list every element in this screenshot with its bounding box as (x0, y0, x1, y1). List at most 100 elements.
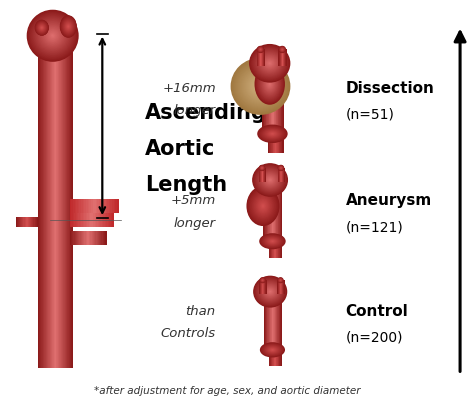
Bar (72, 231, 74, 246)
Ellipse shape (267, 82, 272, 88)
Ellipse shape (64, 21, 73, 34)
Bar (262, 281, 263, 294)
Bar (93, 213, 95, 228)
Bar (90, 213, 92, 228)
Bar (262, 62, 263, 136)
Bar (281, 178, 282, 243)
Ellipse shape (262, 279, 264, 282)
Bar (70, 231, 72, 246)
Ellipse shape (279, 47, 286, 54)
Ellipse shape (267, 132, 277, 138)
Bar (74, 231, 76, 246)
Bar (274, 178, 276, 243)
Text: Controls: Controls (161, 326, 216, 339)
Ellipse shape (255, 82, 265, 92)
Bar (277, 241, 278, 258)
Text: +5mm: +5mm (171, 194, 216, 207)
Bar (89, 199, 91, 214)
Ellipse shape (265, 288, 275, 296)
Ellipse shape (256, 279, 284, 305)
Bar (261, 168, 262, 182)
Bar (258, 51, 259, 67)
Bar (279, 133, 280, 154)
Bar (60, 34, 61, 369)
Ellipse shape (244, 71, 277, 103)
Ellipse shape (38, 22, 67, 51)
Ellipse shape (262, 343, 283, 356)
Bar (260, 281, 261, 294)
Ellipse shape (49, 33, 56, 41)
Bar (265, 281, 266, 294)
Ellipse shape (259, 166, 264, 171)
Ellipse shape (245, 72, 276, 102)
Bar (274, 178, 275, 243)
Bar (271, 241, 272, 258)
Ellipse shape (261, 73, 279, 97)
Ellipse shape (267, 347, 277, 353)
Bar (263, 62, 264, 136)
Ellipse shape (255, 166, 285, 194)
Ellipse shape (264, 286, 276, 298)
Ellipse shape (256, 66, 283, 103)
Bar (262, 51, 263, 67)
Bar (265, 290, 266, 351)
Bar (97, 231, 98, 246)
Ellipse shape (262, 280, 263, 281)
Ellipse shape (40, 24, 65, 49)
Ellipse shape (282, 50, 283, 51)
Bar (114, 199, 116, 214)
Bar (269, 241, 270, 258)
Bar (280, 51, 281, 67)
Ellipse shape (259, 170, 282, 191)
Bar (274, 241, 275, 258)
Bar (283, 51, 284, 67)
Bar (81, 231, 82, 246)
Bar (83, 213, 85, 228)
Bar (73, 213, 74, 228)
Bar (275, 62, 276, 136)
Ellipse shape (262, 168, 263, 169)
Ellipse shape (255, 167, 284, 194)
Bar (281, 168, 282, 182)
Bar (112, 213, 114, 228)
Bar (282, 51, 283, 67)
Ellipse shape (279, 279, 283, 282)
Bar (271, 290, 272, 351)
Bar (273, 290, 274, 351)
Ellipse shape (236, 63, 285, 111)
Ellipse shape (270, 291, 271, 293)
Bar (281, 168, 282, 182)
Ellipse shape (258, 48, 263, 53)
Ellipse shape (262, 57, 278, 72)
Ellipse shape (41, 27, 43, 30)
Bar (276, 241, 278, 258)
Ellipse shape (35, 19, 70, 54)
Bar (271, 241, 272, 258)
Ellipse shape (265, 130, 280, 139)
Ellipse shape (39, 26, 44, 31)
Ellipse shape (264, 130, 281, 139)
Bar (277, 281, 278, 294)
Bar (84, 199, 86, 214)
Bar (70, 199, 72, 214)
Bar (279, 51, 280, 67)
Bar (259, 51, 260, 67)
Bar (274, 349, 275, 366)
Ellipse shape (259, 70, 281, 99)
Ellipse shape (267, 290, 273, 294)
Bar (55, 34, 56, 369)
Bar (277, 290, 278, 351)
Bar (50, 34, 51, 369)
Ellipse shape (40, 26, 44, 31)
Bar (69, 34, 70, 369)
Bar (70, 213, 72, 228)
Bar (276, 133, 277, 154)
Ellipse shape (35, 21, 48, 36)
Bar (280, 290, 281, 351)
Ellipse shape (35, 21, 48, 36)
Bar (278, 281, 279, 294)
Ellipse shape (235, 63, 286, 112)
Ellipse shape (261, 73, 278, 96)
Bar (281, 349, 282, 366)
Bar (262, 168, 263, 182)
